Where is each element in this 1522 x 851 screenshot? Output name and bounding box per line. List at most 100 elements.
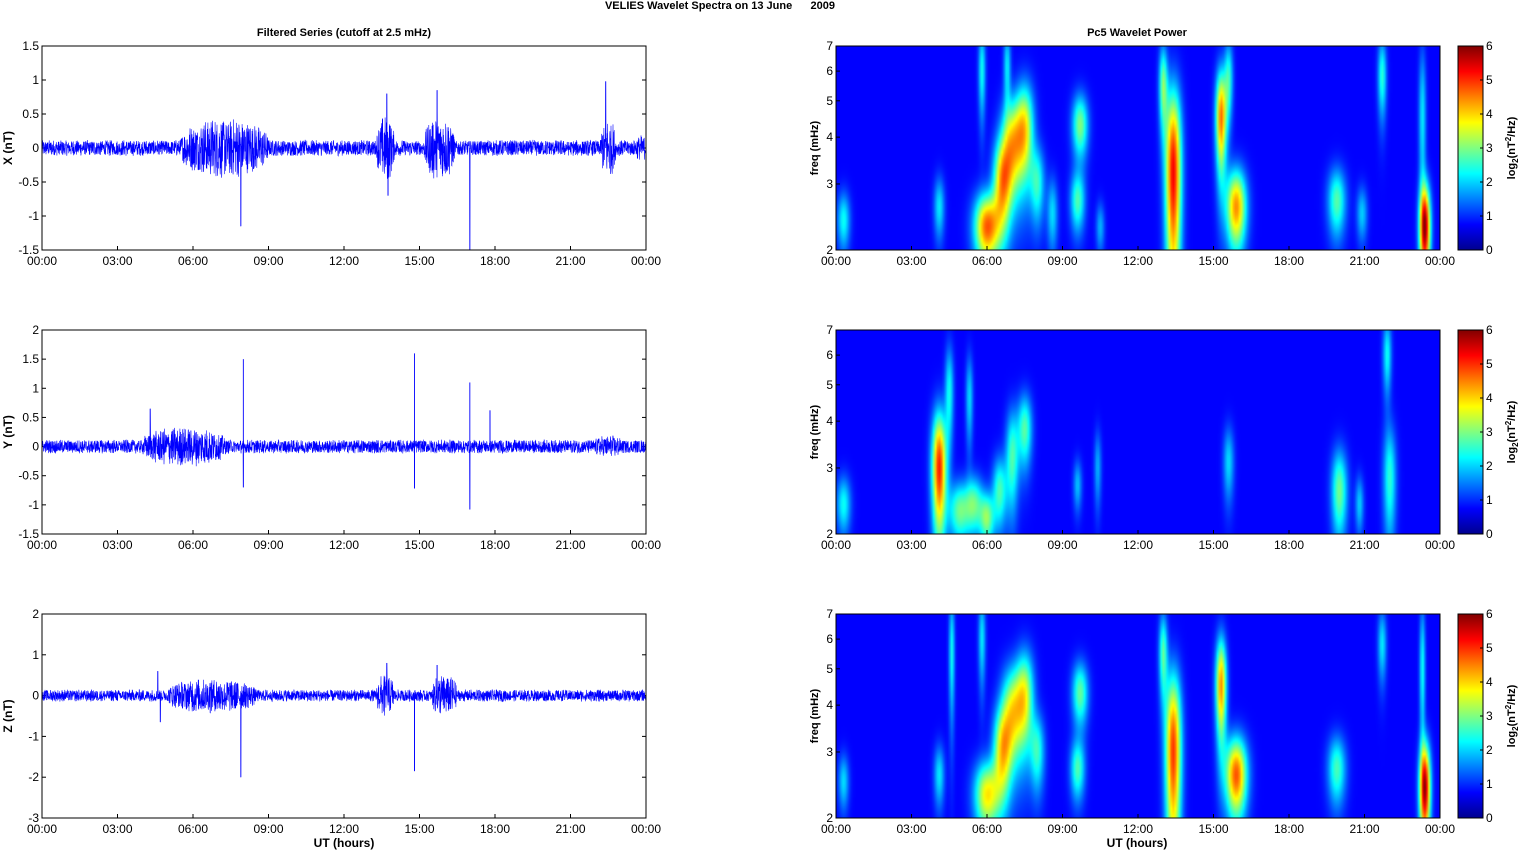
time-series-y-xtick-label: 00:00 [27, 538, 57, 552]
wavelet-y-colorbar-tick-label: 6 [1486, 323, 1493, 337]
time-series-z: 210-1-2-300:00 03:00 06:00 09:00 12:00 15:00 1… [1, 607, 661, 836]
wavelet-x-xtick-label: 21:00 [1349, 254, 1379, 268]
wavelet-x-colorbar-tick-label: 6 [1486, 39, 1493, 53]
wavelet-y-xtick-label: 00:00 [821, 538, 851, 552]
wavelet-x-colorbar-tick-label: 1 [1486, 209, 1493, 223]
wavelet-y-xtick-label: 21:00 [1349, 538, 1379, 552]
time-series-z-xtick-label: 00:00 [27, 822, 57, 836]
wavelet-x-xtick-label: 15:00 [1198, 254, 1228, 268]
wavelet-x-colorbar-label: log2(nT2/Hz) [1504, 116, 1520, 179]
time-series-y-xtick-label: 21:00 [555, 538, 585, 552]
time-series-z-xtick-label: 06:00 [178, 822, 208, 836]
wavelet-z-xtick-label: 18:00 [1274, 822, 1304, 836]
wavelet-x-xtick-label: 09:00 [1047, 254, 1077, 268]
wavelet-z-ylabel: freq (mHz) [809, 688, 821, 743]
wavelet-y-colorbar-tick-label: 4 [1486, 391, 1493, 405]
wavelet-z-xtick-label: 00:00 [1425, 822, 1455, 836]
time-series-y-ytick-label: 0.5 [22, 410, 39, 424]
wavelet-y-xtick-label: 12:00 [1123, 538, 1153, 552]
wavelet-x-xtick-label: 00:00 [821, 254, 851, 268]
wavelet-x-ylabel: freq (mHz) [809, 120, 821, 175]
time-series-x-xtick-label: 06:00 [178, 254, 208, 268]
wavelet-x-colorbar-tick-label: 4 [1486, 107, 1493, 121]
time-series-z-xtick-label: 21:00 [555, 822, 585, 836]
wavelet-z-ytick-label: 4 [826, 698, 833, 712]
time-series-y: 21.510.50-0.5-1-1.500:00 03:00 06:00 09:00 1… [1, 323, 661, 552]
wavelet-z-xtick-label: 15:00 [1198, 822, 1228, 836]
right-column-title: Pc5 Wavelet Power [1087, 27, 1188, 39]
wavelet-y-colorbar-label: log2(nT2/Hz) [1504, 400, 1520, 463]
time-series-x-xtick-label: 00:00 [631, 254, 661, 268]
figure-title: VELIES Wavelet Spectra on 13 June 2009 [605, 0, 835, 12]
time-series-y-ytick-label: 2 [32, 323, 39, 337]
time-series-y-xtick-label: 18:00 [480, 538, 510, 552]
wavelet-z-ytick-label: 7 [826, 607, 833, 621]
time-series-z-plot-area [42, 614, 646, 818]
time-series-x-ytick-label: 1.5 [22, 39, 39, 53]
wavelet-z-colorbar-label: log2(nT2/Hz) [1504, 684, 1520, 747]
wavelet-y-ytick-label: 2 [826, 527, 833, 541]
wavelet-z-ytick-label: 5 [826, 662, 833, 676]
wavelet-y-ytick-label: 6 [826, 348, 833, 362]
time-series-y-ytick-label: 1.5 [22, 352, 39, 366]
time-series-y-xtick-label: 09:00 [253, 538, 283, 552]
time-series-z-xtick-label: 03:00 [102, 822, 132, 836]
time-series-z-series-line [41, 634, 647, 778]
time-series-x-xtick-label: 03:00 [102, 254, 132, 268]
time-series-y-ytick-label: 0 [32, 440, 39, 454]
time-series-z-ytick-label: 1 [32, 648, 39, 662]
time-series-z-xtick-label: 09:00 [253, 822, 283, 836]
wavelet-y-colorbar-tick-label: 5 [1486, 357, 1493, 371]
time-series-z-ytick-label: -2 [28, 770, 39, 784]
wavelet-y-colorbar-tick-label: 0 [1486, 527, 1493, 541]
time-series-x-ytick-label: -1 [28, 209, 39, 223]
wavelet-z-ytick-label: 6 [826, 632, 833, 646]
wavelet-y-xtick-label: 18:00 [1274, 538, 1304, 552]
time-series-z-ytick-label: -1 [28, 729, 39, 743]
time-series-z-xtick-label: 18:00 [480, 822, 510, 836]
wavelet-y-xtick-label: 15:00 [1198, 538, 1228, 552]
wavelet-y-spectrogram [836, 330, 1440, 534]
wavelet-x-colorbar-tick-label: 2 [1486, 175, 1493, 189]
wavelet-x-ytick-label: 4 [826, 130, 833, 144]
time-series-z-xtick-label: 12:00 [329, 822, 359, 836]
wavelet-x-xtick-label: 06:00 [972, 254, 1002, 268]
time-series-y-xtick-label: 15:00 [404, 538, 434, 552]
wavelet-y-ytick-label: 7 [826, 323, 833, 337]
left-column-title: Filtered Series (cutoff at 2.5 mHz) [257, 27, 432, 39]
time-series-x-ytick-label: 0.5 [22, 107, 39, 121]
wavelet-z-xtick-label: 12:00 [1123, 822, 1153, 836]
wavelet-z-spectrogram [836, 614, 1440, 818]
time-series-y-ylabel: Y (nT) [1, 415, 15, 449]
wavelet-x-colorbar-tick-label: 3 [1486, 141, 1493, 155]
time-series-x-ytick-label: 1 [32, 73, 39, 87]
wavelet-z-ytick-label: 2 [826, 811, 833, 825]
time-series-z-xtick-label: 00:00 [631, 822, 661, 836]
wavelet-x-xtick-label: 00:00 [1425, 254, 1455, 268]
x-axis-label-right: UT (hours) [1107, 836, 1168, 850]
wavelet-y-colorbar-tick-label: 3 [1486, 425, 1493, 439]
wavelet-z-xtick-label: 21:00 [1349, 822, 1379, 836]
wavelet-y-xtick-label: 06:00 [972, 538, 1002, 552]
time-series-y-plot-area [42, 330, 646, 534]
time-series-x-ytick-label: -0.5 [18, 175, 39, 189]
time-series-x-ytick-label: 0 [32, 141, 39, 155]
wavelet-y-xtick-label: 03:00 [896, 538, 926, 552]
wavelet-z-colorbar [1457, 613, 1484, 819]
wavelet-z-xtick-label: 09:00 [1047, 822, 1077, 836]
wavelet-y-xtick-label: 00:00 [1425, 538, 1455, 552]
wavelet-z-colorbar-tick-label: 2 [1486, 743, 1493, 757]
time-series-z-ytick-label: 0 [32, 689, 39, 703]
wavelet-x-ytick-label: 6 [826, 64, 833, 78]
time-series-y-ytick-label: -0.5 [18, 469, 39, 483]
time-series-y-xtick-label: 00:00 [631, 538, 661, 552]
wavelet-y-ytick-label: 3 [826, 461, 833, 475]
wavelet-z-colorbar-tick-label: 0 [1486, 811, 1493, 825]
time-series-x: 1.510.50-0.5-1-1.500:00 03:00 06:00 09:00 12… [1, 39, 661, 268]
wavelet-x-ytick-label: 5 [826, 94, 833, 108]
time-series-x-series-line [41, 59, 647, 251]
wavelet-x-spectrogram [836, 46, 1440, 250]
